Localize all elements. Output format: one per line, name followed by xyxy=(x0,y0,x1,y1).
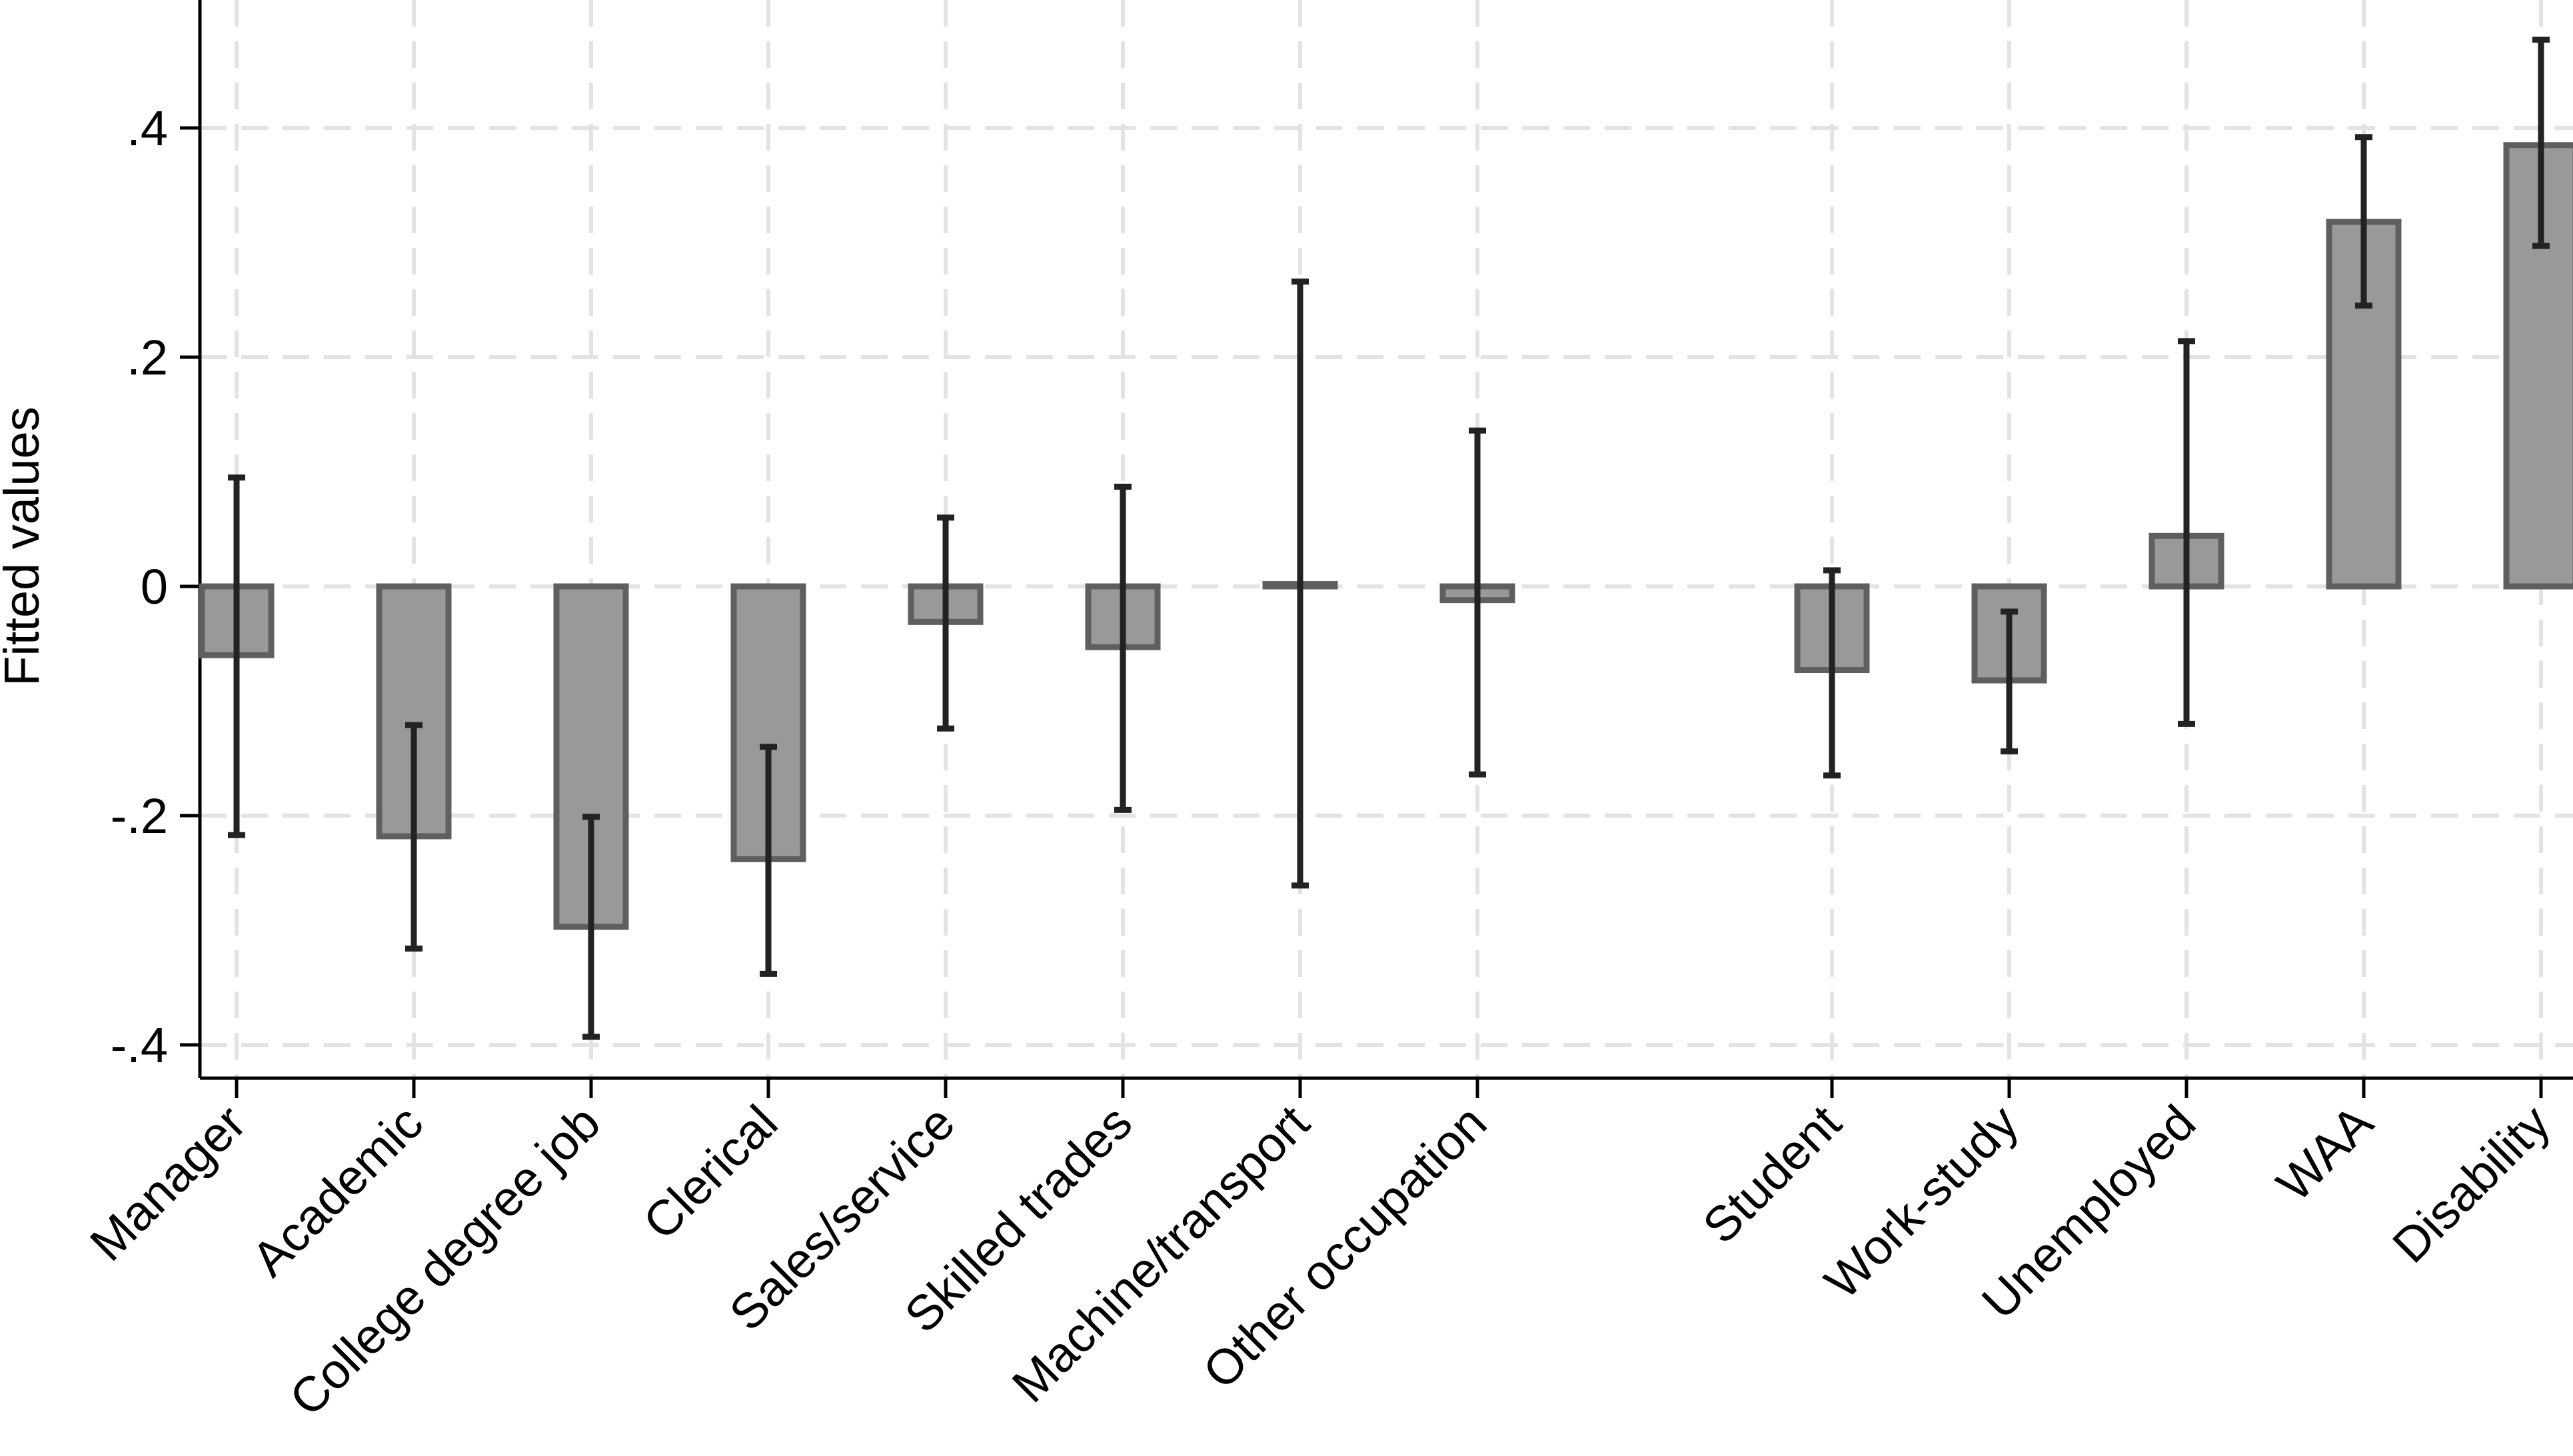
y-tick-label: 0 xyxy=(141,559,168,614)
x-tick-label: Student xyxy=(1692,1094,1851,1253)
axis-layer xyxy=(180,0,2573,1098)
x-tick-label: Manager xyxy=(79,1095,256,1271)
x-tick-label: Disability xyxy=(2382,1095,2560,1273)
x-tick-label: WAA xyxy=(2266,1094,2383,1211)
x-tick-label: College degree job xyxy=(279,1095,610,1427)
x-tick-label: Clerical xyxy=(632,1095,788,1250)
y-tick-label: -.2 xyxy=(111,788,168,844)
bar-layer xyxy=(199,142,2573,930)
y-tick-label: -.4 xyxy=(111,1018,168,1073)
y-tick-label: .4 xyxy=(127,101,168,156)
x-tick-label: Machine/transport xyxy=(1002,1094,1320,1413)
error-bar-layer xyxy=(228,37,2550,1040)
x-tick-label: Academic xyxy=(241,1095,433,1287)
y-axis-title: Fitted values xyxy=(0,406,49,686)
y-tick-label: .2 xyxy=(127,330,168,385)
